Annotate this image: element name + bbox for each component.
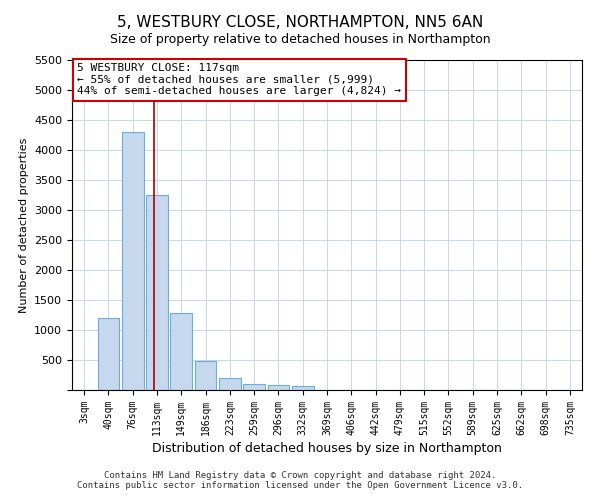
Bar [268, 385, 289, 390]
Text: Size of property relative to detached houses in Northampton: Size of property relative to detached ho… [110, 32, 490, 46]
Bar [292, 386, 314, 390]
X-axis label: Distribution of detached houses by size in Northampton: Distribution of detached houses by size … [152, 442, 502, 455]
Text: Contains HM Land Registry data © Crown copyright and database right 2024.
Contai: Contains HM Land Registry data © Crown c… [77, 470, 523, 490]
Bar [243, 384, 265, 390]
Bar [194, 360, 217, 390]
Bar [97, 318, 119, 390]
Bar [146, 195, 168, 390]
Bar [122, 132, 143, 390]
Text: 5 WESTBURY CLOSE: 117sqm
← 55% of detached houses are smaller (5,999)
44% of sem: 5 WESTBURY CLOSE: 117sqm ← 55% of detach… [77, 64, 401, 96]
Text: 5, WESTBURY CLOSE, NORTHAMPTON, NN5 6AN: 5, WESTBURY CLOSE, NORTHAMPTON, NN5 6AN [117, 15, 483, 30]
Y-axis label: Number of detached properties: Number of detached properties [19, 138, 29, 312]
Bar [219, 378, 241, 390]
Bar [170, 313, 192, 390]
